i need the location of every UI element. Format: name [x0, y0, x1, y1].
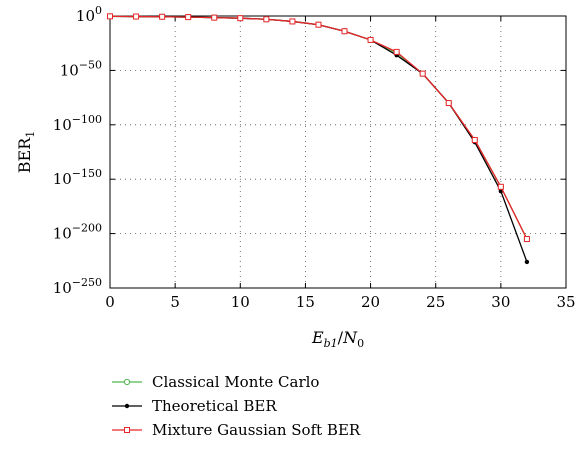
data-point — [159, 13, 166, 20]
legend-swatch-marker — [124, 427, 130, 433]
ticks: 0 5 10 15 20 25 30 35 100 10−50 10−100 10−150 10−200… — [53, 4, 576, 311]
legend: Classical Monte Carlo Theoretical BER Mixt… — [110, 370, 360, 442]
plot-frame — [109, 15, 567, 289]
x-tick-label: 5 — [170, 293, 180, 311]
x-tick-label: 20 — [361, 293, 380, 311]
series-layer — [106, 13, 531, 265]
chart: 0 5 10 15 20 25 30 35 100 10−50 10−100 10−150 10−200… — [15, 4, 576, 350]
legend-item: Theoretical BER — [110, 394, 360, 418]
y-tick-label: 10−50 — [60, 58, 102, 79]
data-point — [445, 100, 452, 107]
legend-swatch-marker — [123, 378, 131, 386]
y-tick-label: 10−200 — [53, 222, 102, 243]
data-point — [367, 36, 374, 43]
data-point — [107, 13, 113, 20]
data-point — [524, 259, 530, 265]
y-tick-label: 10−150 — [53, 167, 102, 188]
data-point — [497, 183, 504, 190]
y-tick-label: 10−250 — [53, 276, 102, 297]
data-point — [523, 236, 530, 243]
data-point — [471, 137, 478, 144]
data-point — [237, 15, 244, 22]
x-tick-label: 15 — [296, 293, 315, 311]
legend-label: Mixture Gaussian Soft BER — [152, 421, 361, 439]
legend-item: Classical Monte Carlo — [110, 370, 360, 394]
data-point — [133, 13, 140, 20]
legend-label: Classical Monte Carlo — [152, 373, 320, 391]
legend-label: Theoretical BER — [152, 397, 277, 415]
legend-item: Mixture Gaussian Soft BER — [110, 418, 360, 442]
y-axis-label: BER1 — [15, 131, 37, 173]
data-point — [289, 18, 296, 25]
series-mixture-gaussian-soft-ber — [107, 13, 530, 243]
data-point — [315, 21, 322, 28]
data-point — [393, 48, 400, 55]
legend-swatch — [112, 403, 142, 409]
data-point — [185, 14, 192, 21]
legend-swatch — [112, 378, 142, 386]
data-point — [341, 28, 348, 35]
data-point — [263, 16, 270, 23]
x-tick-label: 10 — [231, 293, 250, 311]
x-axis-label: Eb1/N0 — [311, 328, 364, 350]
data-point — [211, 14, 218, 21]
x-tick-label: 35 — [556, 293, 575, 311]
grid — [110, 16, 566, 288]
legend-swatch-marker — [124, 403, 130, 409]
x-tick-label: 25 — [426, 293, 445, 311]
legend-swatch — [112, 427, 142, 433]
data-point — [419, 70, 426, 77]
y-tick-label: 100 — [76, 4, 102, 25]
x-tick-label: 30 — [491, 293, 510, 311]
plot-area — [110, 16, 566, 288]
x-tick-label: 0 — [105, 293, 115, 311]
y-tick-label: 10−100 — [53, 113, 102, 134]
